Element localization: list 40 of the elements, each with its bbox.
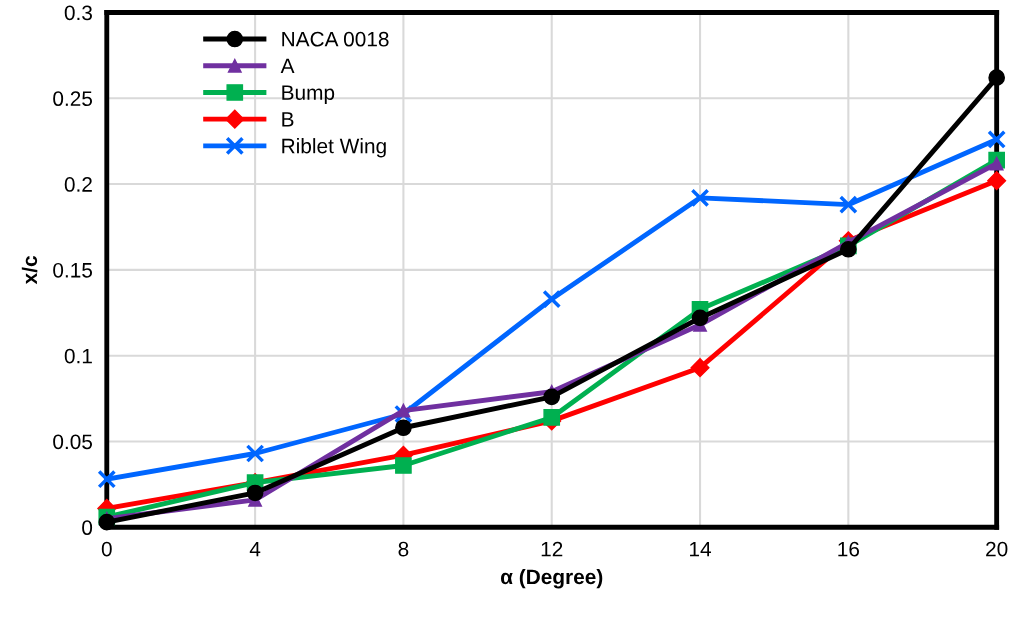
x-tick-label: 16 [838, 541, 860, 557]
point [395, 419, 412, 437]
point [690, 358, 710, 378]
point [987, 171, 1007, 191]
point [97, 469, 117, 489]
x-tick-label: 14 [690, 541, 712, 557]
point [989, 156, 1004, 171]
point [245, 444, 265, 463]
y-tick-label: 0 [82, 520, 93, 536]
legend-label: Bump [282, 85, 335, 105]
point [690, 188, 710, 208]
legend-label: B [282, 112, 294, 127]
point [691, 309, 709, 327]
point [395, 457, 412, 474]
y-tick-label: 0.1 [64, 348, 92, 364]
x-tick-label: 12 [541, 541, 563, 557]
y-axis-title: x/c [21, 256, 38, 285]
point [543, 409, 561, 426]
point [542, 289, 562, 309]
point [543, 388, 561, 406]
point [246, 484, 264, 502]
legend-label: A [280, 58, 295, 74]
y-tick-label: 0.05 [53, 434, 93, 450]
point [987, 130, 1007, 149]
point [396, 403, 411, 418]
x-tick-label: 0 [101, 541, 112, 557]
x-tick-label: 4 [249, 541, 261, 557]
x-tick-label: 8 [398, 541, 409, 557]
y-tick-label: 0.15 [53, 262, 93, 278]
y-tick-label: 0.2 [64, 177, 92, 192]
x-axis-title: α (Degree) [500, 568, 603, 589]
legend-label: NACA 0018 [282, 31, 389, 47]
point [838, 195, 858, 215]
y-tick-label: 0.3 [64, 5, 92, 21]
y-tick-label: 0.25 [53, 91, 93, 107]
point [988, 69, 1005, 87]
point [98, 513, 116, 531]
x-tick-label: 20 [986, 541, 1008, 557]
legend-label: Riblet Wing [282, 138, 386, 158]
point [394, 404, 413, 424]
